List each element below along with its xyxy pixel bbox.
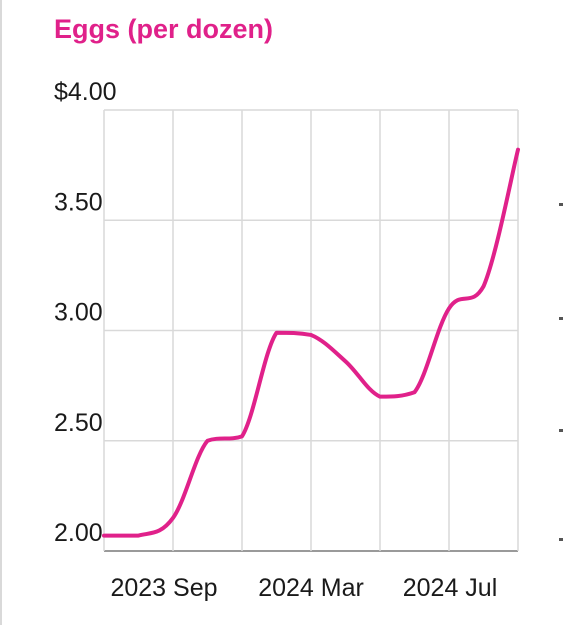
data-point bbox=[137, 534, 141, 538]
x-tick-label: 2024 Mar bbox=[258, 574, 364, 602]
gridlines bbox=[103, 109, 519, 552]
y-tick-label: 3.50 bbox=[54, 188, 103, 216]
data-point bbox=[206, 439, 210, 443]
x-axis-tick-labels: 2023 Sep 2024 Mar 2024 Jul bbox=[110, 574, 497, 602]
data-point bbox=[102, 534, 106, 538]
y-tick-label: $4.00 bbox=[54, 78, 117, 106]
edge-tick-mark bbox=[559, 429, 563, 432]
series-line bbox=[102, 147, 520, 538]
left-border bbox=[0, 0, 2, 625]
edge-tick-mark bbox=[559, 203, 563, 206]
y-tick-label: 2.50 bbox=[54, 409, 103, 437]
y-axis-tick-labels: $4.00 3.50 3.00 2.50 2.00 bbox=[54, 78, 117, 547]
series-layer bbox=[102, 147, 520, 538]
data-point bbox=[240, 434, 244, 438]
data-point bbox=[413, 390, 417, 394]
data-point bbox=[309, 333, 313, 337]
data-point bbox=[482, 284, 486, 288]
data-point bbox=[516, 148, 520, 152]
data-point bbox=[447, 306, 451, 310]
data-point bbox=[344, 359, 348, 363]
edge-tick-mark bbox=[559, 538, 563, 541]
y-tick-label: 3.00 bbox=[54, 299, 103, 327]
edge-tick-mark bbox=[559, 317, 563, 320]
y-tick-label: 2.00 bbox=[54, 519, 103, 547]
x-tick-label: 2024 Jul bbox=[403, 574, 498, 602]
data-point bbox=[171, 516, 175, 520]
data-point bbox=[275, 331, 279, 335]
data-point bbox=[378, 395, 382, 399]
x-tick-label: 2023 Sep bbox=[110, 574, 217, 602]
chart-title: Eggs (per dozen) bbox=[54, 14, 274, 44]
